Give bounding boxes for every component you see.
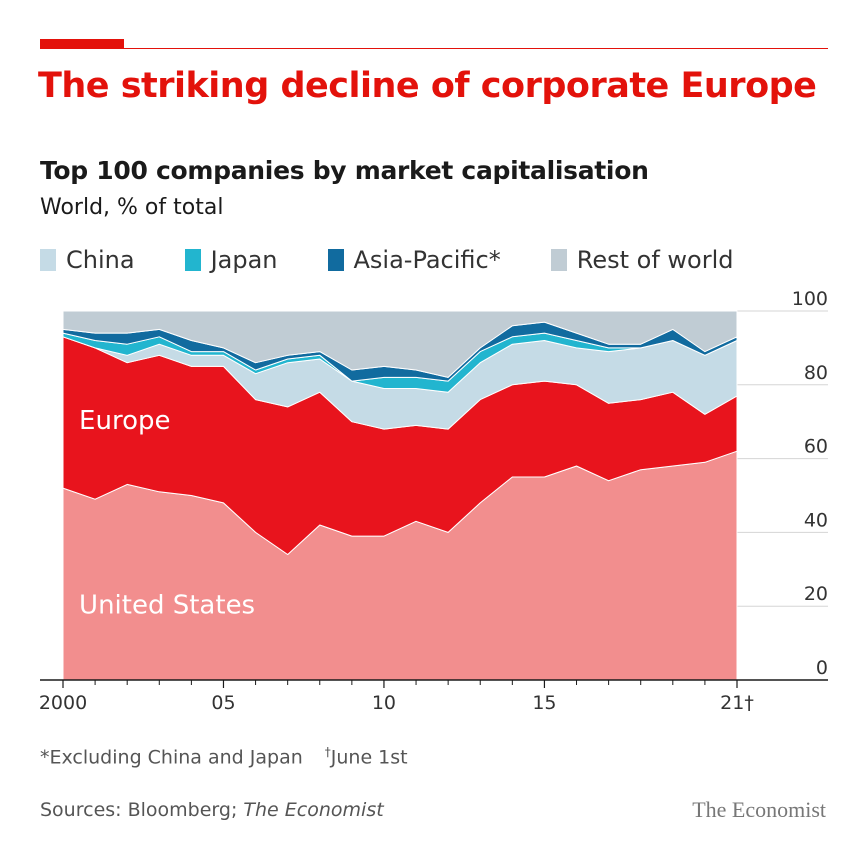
area-rest-of-world bbox=[62, 310, 738, 378]
legend-label-rest-of-world: Rest of world bbox=[576, 246, 734, 274]
series-label-europe: Europe bbox=[79, 406, 170, 436]
y-tick-label-20: 20 bbox=[804, 583, 828, 605]
y-tick-label-0: 0 bbox=[816, 657, 828, 679]
legend-swatch-asia-pacific bbox=[327, 249, 344, 271]
chart-title: The striking decline of corporate Europe bbox=[38, 66, 817, 106]
y-tick-label-80: 80 bbox=[804, 362, 828, 384]
x-tick-label-2021: 21† bbox=[720, 692, 754, 714]
legend-label-asia-pacific: Asia-Pacific* bbox=[353, 246, 501, 274]
brand-red-tag bbox=[40, 39, 124, 49]
footnote-asterisk: *Excluding China and Japan bbox=[40, 746, 303, 769]
x-tick-label-2010: 10 bbox=[372, 692, 396, 714]
legend-label-china: China bbox=[66, 246, 135, 274]
series-label-united-states: United States bbox=[79, 591, 255, 621]
footnote: *Excluding China and Japan †June 1st bbox=[40, 745, 408, 768]
x-tick-label-2000: 2000 bbox=[39, 692, 87, 714]
footnote-dagger-text: June 1st bbox=[330, 746, 408, 769]
legend-swatch-china bbox=[40, 249, 56, 271]
legend: China Japan Asia-Pacific* Rest of world bbox=[40, 243, 783, 277]
y-tick-label-100: 100 bbox=[792, 288, 828, 310]
legend-label-japan: Japan bbox=[210, 246, 278, 274]
sources-italic: The Economist bbox=[243, 799, 384, 821]
legend-swatch-rest-of-world bbox=[550, 249, 567, 271]
x-tick-label-2005: 05 bbox=[211, 692, 235, 714]
y-tick-label-40: 40 bbox=[804, 509, 828, 531]
top-rule bbox=[40, 48, 828, 49]
legend-swatch-japan bbox=[184, 249, 201, 271]
chart-unit: World, % of total bbox=[40, 195, 224, 220]
chart-subtitle: Top 100 companies by market capitalisati… bbox=[40, 156, 649, 185]
legend-item-asia-pacific: Asia-Pacific* bbox=[327, 246, 501, 274]
legend-item-china: China bbox=[40, 246, 135, 274]
sources: Sources: Bloomberg; The Economist bbox=[40, 799, 384, 821]
x-tick-label-2015: 15 bbox=[532, 692, 556, 714]
legend-item-rest-of-world: Rest of world bbox=[550, 246, 734, 274]
sources-prefix: Sources: Bloomberg; bbox=[40, 799, 244, 821]
legend-item-japan: Japan bbox=[184, 246, 278, 274]
brand-logo: The Economist bbox=[692, 797, 826, 822]
y-tick-label-60: 60 bbox=[804, 436, 828, 458]
footnote-dagger-mark: † bbox=[324, 745, 331, 759]
